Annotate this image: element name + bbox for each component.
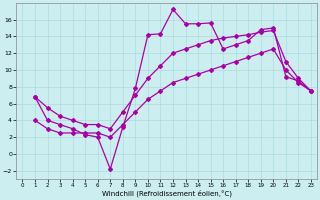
X-axis label: Windchill (Refroidissement éolien,°C): Windchill (Refroidissement éolien,°C)	[102, 190, 232, 197]
